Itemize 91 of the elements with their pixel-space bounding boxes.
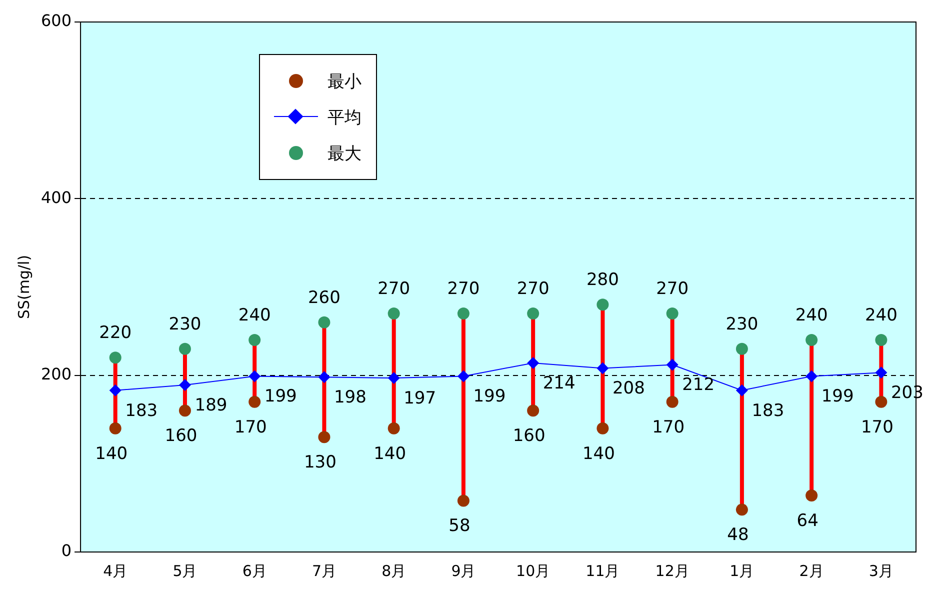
data-label: 214	[542, 373, 576, 394]
x-tick-label: 9月	[451, 562, 476, 580]
data-label: 64	[796, 510, 818, 531]
y-tick-label: 600	[40, 11, 72, 30]
x-tick-label: 3月	[868, 562, 894, 580]
point	[248, 334, 261, 346]
point	[109, 384, 122, 396]
data-label: 58	[448, 516, 470, 536]
data-label: 183	[125, 400, 158, 421]
point	[178, 379, 191, 392]
point	[178, 404, 191, 417]
point	[596, 298, 609, 311]
data-label: 189	[194, 395, 228, 416]
point	[457, 308, 470, 320]
y-axis-title: SS(mg/l)	[14, 254, 33, 320]
data-label: 140	[374, 444, 406, 464]
point	[318, 431, 330, 444]
data-label: 183	[752, 400, 784, 421]
legend-label: 平均	[328, 106, 362, 128]
data-label: 270	[656, 278, 689, 299]
point	[388, 422, 400, 434]
point	[109, 352, 122, 364]
point	[596, 422, 609, 434]
point	[736, 384, 748, 396]
legend-label: 最大	[328, 142, 362, 164]
point	[318, 371, 330, 384]
data-label: 212	[682, 375, 715, 396]
point	[388, 372, 400, 384]
x-tick-label: 12月	[655, 562, 690, 580]
data-label: 208	[612, 378, 645, 399]
point	[666, 308, 678, 320]
data-label: 240	[795, 305, 828, 326]
data-label: 260	[308, 288, 340, 308]
data-label: 198	[334, 388, 366, 408]
point	[388, 308, 400, 320]
x-tick-label: 4月	[103, 562, 128, 580]
data-label: 140	[582, 444, 615, 464]
point	[527, 308, 540, 320]
data-label: 160	[512, 426, 546, 446]
data-label: 240	[864, 305, 898, 326]
point	[666, 358, 678, 371]
data-label: 270	[516, 278, 550, 299]
point	[736, 504, 748, 516]
point	[527, 356, 540, 369]
point	[806, 370, 818, 382]
data-label: 220	[99, 323, 132, 344]
point	[178, 342, 191, 355]
x-tick-label: 1月	[730, 562, 754, 580]
y-tick-label: 400	[40, 188, 72, 207]
data-label: 160	[164, 426, 198, 446]
x-tick-label: 6月	[242, 562, 267, 580]
data-label: 197	[404, 388, 436, 408]
point	[457, 494, 470, 507]
point	[666, 396, 678, 408]
point	[318, 316, 330, 328]
data-label: 240	[238, 305, 271, 326]
data-label: 48	[727, 525, 749, 546]
point	[875, 396, 888, 408]
data-label: 230	[726, 314, 758, 334]
point	[596, 362, 609, 374]
data-label: 270	[447, 278, 480, 299]
point	[875, 366, 888, 379]
point	[457, 370, 470, 382]
data-label: 170	[652, 417, 685, 438]
data-label: 230	[168, 314, 202, 334]
data-label: 199	[473, 386, 506, 407]
data-label: 170	[860, 417, 894, 438]
legend-label: 最小	[328, 70, 362, 92]
data-label: 170	[234, 417, 267, 438]
x-tick-label: 11月	[586, 562, 620, 580]
data-label: 130	[304, 452, 336, 473]
x-tick-label: 8月	[382, 562, 406, 580]
point	[806, 334, 818, 346]
point	[806, 489, 818, 502]
point	[736, 342, 748, 355]
data-label: 199	[821, 386, 854, 407]
data-label: 140	[95, 444, 128, 464]
y-tick-label: 200	[40, 364, 72, 384]
x-tick-label: 5月	[172, 562, 198, 580]
x-tick-label: 7月	[312, 562, 336, 580]
x-tick-label: 2月	[799, 562, 824, 580]
x-tick-label: 10月	[516, 562, 550, 580]
point	[875, 334, 888, 346]
point	[248, 396, 261, 408]
point	[248, 370, 261, 382]
y-tick-label: 0	[61, 541, 72, 560]
data-label: 280	[586, 270, 619, 290]
point	[527, 404, 540, 417]
point	[109, 422, 122, 434]
data-label: 270	[378, 278, 410, 299]
data-label: 199	[264, 386, 297, 407]
